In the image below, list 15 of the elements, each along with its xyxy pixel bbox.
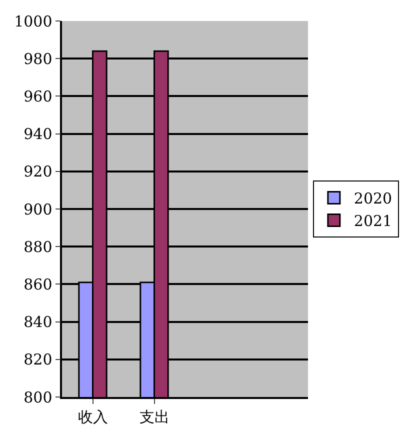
legend-label: 2021	[354, 212, 392, 230]
x-tick-label: 支出	[139, 408, 170, 426]
y-tick-label: 820	[24, 350, 52, 369]
legend-label: 2020	[354, 190, 392, 208]
y-tick-label: 940	[24, 125, 52, 144]
y-tick-label: 900	[24, 200, 52, 218]
y-tick-label: 860	[24, 275, 52, 294]
y-tick-label: 800	[24, 388, 52, 406]
y-tick-label: 1000	[14, 12, 52, 30]
y-tick-label: 840	[24, 313, 52, 332]
x-tick-label: 收入	[78, 408, 108, 426]
y-tick-label: 920	[24, 162, 52, 181]
y-tick-label: 880	[24, 238, 52, 256]
y-tick-label: 980	[24, 50, 52, 68]
y-tick-label: 960	[24, 87, 52, 106]
